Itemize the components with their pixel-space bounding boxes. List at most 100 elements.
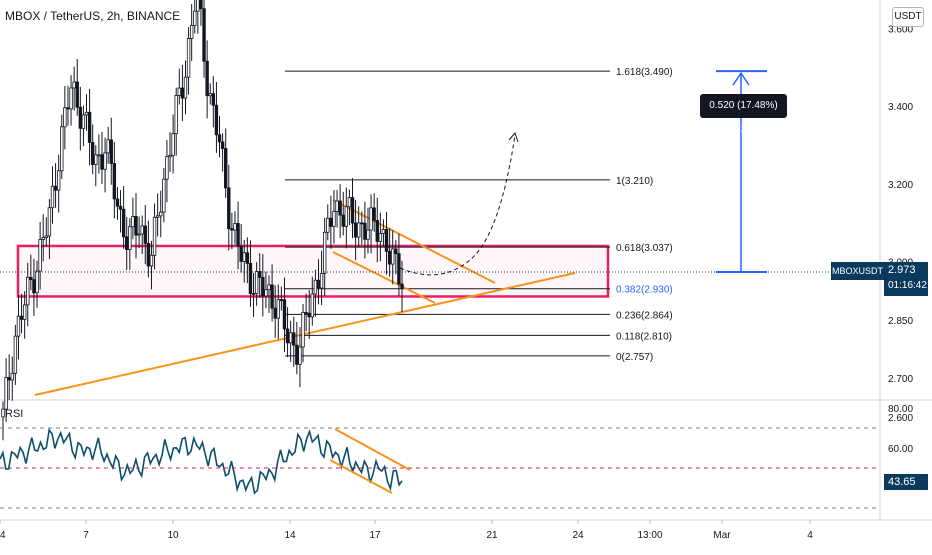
candle-body bbox=[329, 217, 333, 227]
candle-body bbox=[248, 263, 253, 294]
candle-body bbox=[121, 208, 126, 238]
currency-unit-button[interactable]: USDT bbox=[892, 7, 924, 27]
candle-body bbox=[22, 304, 27, 320]
rsi-lower-trendline bbox=[329, 459, 393, 494]
price-tick-label: 3.200 bbox=[888, 180, 913, 191]
fib-level-label: 0.618(3.037) bbox=[616, 243, 673, 254]
candle-body bbox=[242, 252, 246, 262]
fib-level-label: 0(2.757) bbox=[616, 352, 653, 363]
candle-body bbox=[322, 231, 327, 274]
candle-body bbox=[267, 284, 271, 291]
candle-body bbox=[230, 228, 234, 231]
candle-body bbox=[227, 187, 231, 230]
candle-body bbox=[217, 134, 222, 143]
candle-body bbox=[149, 254, 154, 267]
candle-body bbox=[378, 233, 383, 242]
candle-body bbox=[183, 76, 188, 99]
time-tick-label: Mar bbox=[713, 530, 731, 541]
time-tick-label: 14 bbox=[284, 530, 296, 541]
candle-body bbox=[295, 344, 299, 365]
candle-body bbox=[66, 107, 70, 110]
candle-body bbox=[63, 107, 67, 128]
candle-body bbox=[363, 222, 367, 240]
candle-body bbox=[372, 207, 376, 221]
candle-body bbox=[125, 236, 129, 250]
candle-body bbox=[236, 223, 240, 247]
candle-body bbox=[316, 279, 321, 289]
candle-body bbox=[19, 315, 24, 320]
candle-body bbox=[189, 25, 194, 39]
fib-level-label: 1.618(3.490) bbox=[616, 67, 673, 78]
time-tick-label: 24 bbox=[572, 530, 584, 541]
candle-body bbox=[140, 225, 144, 235]
candle-body bbox=[56, 170, 61, 191]
candle-body bbox=[211, 93, 216, 106]
candle-body bbox=[282, 299, 287, 330]
candle-body bbox=[159, 211, 163, 217]
candle-body bbox=[394, 248, 398, 255]
candle-body bbox=[90, 142, 95, 165]
bar-countdown: 01:16:42 bbox=[888, 280, 927, 291]
candle-body bbox=[338, 200, 342, 216]
candle-body bbox=[168, 154, 172, 158]
rsi-value-tag: 43.65 bbox=[884, 474, 928, 490]
candle-body bbox=[81, 114, 86, 129]
candle-body bbox=[75, 81, 79, 108]
measure-arrowhead bbox=[732, 71, 750, 86]
candle-body bbox=[341, 214, 345, 227]
candle-body bbox=[60, 126, 64, 172]
candle-body bbox=[276, 299, 280, 319]
candle-body bbox=[94, 154, 98, 165]
candle-body bbox=[87, 111, 92, 143]
chart-title: MBOX / TetherUS, 2h, BINANCE bbox=[5, 9, 181, 23]
candle-body bbox=[384, 229, 389, 252]
candle-body bbox=[41, 237, 45, 240]
candle-body bbox=[301, 312, 305, 348]
candle-body bbox=[292, 332, 296, 346]
time-tick-label: 21 bbox=[486, 530, 498, 541]
candle-body bbox=[199, 0, 203, 10]
candle-body bbox=[214, 104, 219, 136]
candle-body bbox=[319, 273, 324, 289]
candle-body bbox=[369, 207, 373, 231]
candle-body bbox=[387, 250, 392, 265]
candle-body bbox=[47, 207, 52, 237]
price-tick-label: 3.400 bbox=[888, 102, 913, 113]
candle-body bbox=[103, 152, 107, 170]
candle-body bbox=[366, 229, 370, 240]
projection-arrowhead bbox=[508, 132, 519, 143]
candle-body bbox=[131, 216, 135, 228]
candle-body bbox=[69, 87, 73, 110]
candle-body bbox=[258, 271, 262, 278]
rsi-tick-label: 60.00 bbox=[888, 444, 913, 455]
candle-body bbox=[285, 328, 290, 344]
candle-body bbox=[115, 198, 120, 207]
candle-body bbox=[165, 156, 169, 180]
price-tick-label: 2.600 bbox=[888, 413, 913, 424]
candle-body bbox=[143, 225, 147, 244]
candle-body bbox=[44, 235, 49, 238]
candle-body bbox=[261, 276, 265, 297]
candle-body bbox=[137, 233, 141, 236]
candle-body bbox=[152, 216, 157, 256]
candle-body bbox=[307, 312, 311, 318]
candle-body bbox=[78, 106, 83, 129]
candle-body bbox=[196, 0, 200, 12]
candle-body bbox=[350, 197, 355, 224]
candle-body bbox=[326, 217, 330, 233]
symbol-label: MBOXUSDT bbox=[831, 262, 884, 280]
candle-body bbox=[251, 293, 256, 295]
candle-body bbox=[180, 87, 185, 99]
candle-body bbox=[381, 229, 386, 234]
candle-body bbox=[304, 312, 308, 314]
candle-body bbox=[270, 284, 274, 309]
price-tick-label: 3.600 bbox=[888, 24, 913, 35]
fib-level-label: 0.236(2.864) bbox=[616, 310, 673, 321]
candle-body bbox=[332, 210, 336, 227]
candle-body bbox=[162, 178, 166, 213]
candle-body bbox=[171, 133, 175, 156]
fib-level-label: 0.118(2.810) bbox=[616, 331, 672, 342]
fib-level-label: 1(3.210) bbox=[616, 176, 653, 187]
candle-body bbox=[177, 87, 182, 96]
